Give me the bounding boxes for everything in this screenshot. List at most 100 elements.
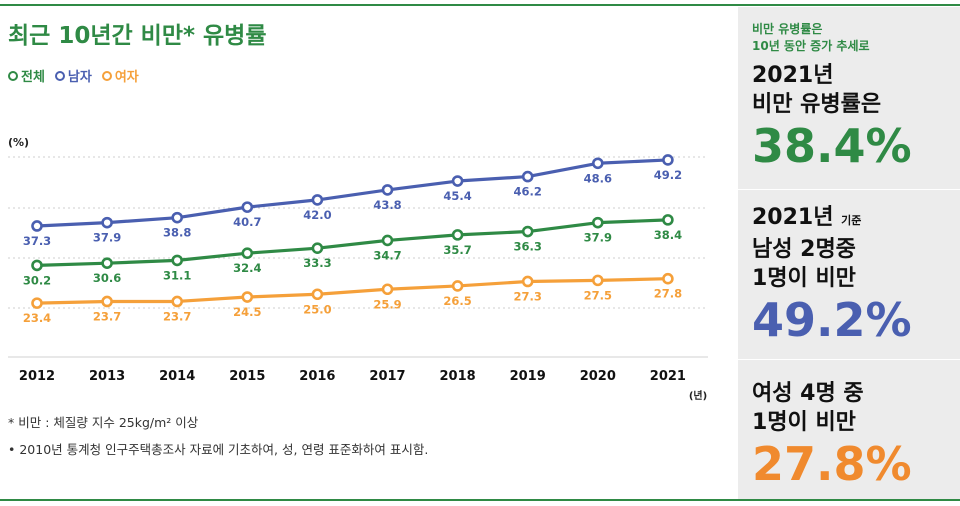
data-point bbox=[101, 216, 113, 229]
data-point bbox=[662, 272, 674, 285]
data-label: 23.7 bbox=[163, 309, 191, 323]
x-unit-label: (년) bbox=[689, 389, 707, 402]
data-point bbox=[311, 242, 324, 254]
legend-item-male: 남자 bbox=[54, 66, 92, 85]
divider bbox=[738, 359, 960, 360]
data-label: 23.4 bbox=[23, 311, 51, 325]
data-label: 30.2 bbox=[23, 273, 51, 287]
data-point bbox=[521, 275, 534, 288]
data-label: 35.7 bbox=[443, 243, 471, 257]
data-point bbox=[171, 295, 183, 308]
data-label: 37.3 bbox=[23, 234, 51, 248]
data-point bbox=[521, 170, 534, 183]
top-rule bbox=[0, 4, 960, 6]
data-point bbox=[381, 283, 394, 296]
data-point bbox=[662, 154, 674, 166]
summary-total-sub1: 비만 유병률은 bbox=[752, 22, 823, 36]
data-label: 38.8 bbox=[163, 226, 191, 240]
summary-total-value: 38.4% bbox=[752, 119, 912, 173]
data-label: 37.9 bbox=[584, 231, 612, 245]
summary-male-head2: 남성 2명중 bbox=[752, 237, 856, 262]
data-label: 25.9 bbox=[373, 297, 401, 311]
data-point bbox=[311, 288, 324, 301]
legend-item-total: 전체 bbox=[8, 66, 45, 85]
legend-marker-icon bbox=[101, 70, 112, 81]
summary-male-tag: 기준 bbox=[841, 214, 862, 227]
data-point bbox=[451, 229, 464, 241]
note-definition: * 비만 : 체질량 지수 25kg/m² 이상 bbox=[8, 415, 199, 430]
data-point bbox=[521, 225, 534, 238]
summary-total: 비만 유병률은 10년 동안 증가 추세로 2021년 비만 유병률은 38.4… bbox=[752, 21, 912, 173]
data-point bbox=[381, 184, 394, 196]
data-point bbox=[171, 211, 183, 224]
data-label: 33.3 bbox=[303, 256, 331, 270]
data-point bbox=[101, 295, 113, 308]
series-line bbox=[36, 277, 668, 305]
data-label: 30.6 bbox=[93, 271, 121, 285]
summary-male-year: 2021년 bbox=[752, 205, 834, 230]
series-line bbox=[36, 218, 668, 267]
data-point bbox=[31, 220, 43, 232]
data-point bbox=[241, 201, 254, 213]
data-label: 27.8 bbox=[654, 287, 682, 301]
legend-marker-icon bbox=[54, 70, 65, 81]
note-method: • 2010년 통계청 인구주택총조사 자료에 기초하여, 성, 연령 표준화하… bbox=[8, 442, 429, 457]
data-point bbox=[381, 234, 394, 247]
data-label: 23.7 bbox=[93, 309, 121, 323]
summary-female-head2: 1명이 비만 bbox=[752, 410, 856, 435]
summary-total-head1: 2021년 bbox=[752, 63, 834, 88]
series-line bbox=[36, 158, 668, 228]
bottom-rule bbox=[0, 499, 960, 501]
data-point bbox=[241, 291, 254, 303]
data-point bbox=[311, 194, 324, 206]
legend-label-female: 여자 bbox=[114, 70, 139, 85]
data-label: 32.4 bbox=[233, 261, 261, 275]
data-point bbox=[171, 254, 183, 267]
legend-label-total: 전체 bbox=[21, 70, 45, 85]
summary-male-head1: 2021년 기준 bbox=[752, 203, 912, 235]
x-tick-label: 2018 bbox=[440, 369, 476, 384]
legend-item-female: 여자 bbox=[101, 66, 139, 85]
data-label: 38.4 bbox=[654, 228, 682, 242]
data-label: 43.8 bbox=[373, 198, 401, 212]
summary-female-head1: 여성 4명 중 bbox=[752, 381, 864, 406]
y-unit-label: (%) bbox=[8, 136, 29, 149]
data-label: 27.5 bbox=[584, 288, 612, 302]
data-point bbox=[451, 175, 464, 187]
summary-total-sub2: 10년 동안 증가 추세로 bbox=[752, 39, 870, 53]
legend: 전체 남자 여자 bbox=[8, 66, 139, 85]
data-label: 36.3 bbox=[514, 240, 542, 254]
chart-title: 최근 10년간 비만* 유병률 bbox=[8, 23, 267, 49]
data-point bbox=[241, 247, 254, 259]
data-label: 25.0 bbox=[303, 302, 331, 316]
summary-total-head2: 비만 유병률은 bbox=[752, 92, 882, 117]
data-label: 46.2 bbox=[514, 185, 542, 199]
data-label: 40.7 bbox=[233, 215, 261, 229]
summary-female: 여성 4명 중 1명이 비만 27.8% bbox=[752, 379, 912, 491]
data-point bbox=[591, 274, 604, 287]
line-chart: (%) 2012 2013 2014 2015 2016 2017 2018 2019 2020 2… bbox=[8, 136, 708, 402]
data-point bbox=[31, 259, 43, 272]
data-point bbox=[662, 214, 674, 226]
summary-sidebar: 비만 유병률은 10년 동안 증가 추세로 2021년 비만 유병률은 38.4… bbox=[738, 7, 960, 499]
data-label: 42.0 bbox=[303, 208, 331, 222]
data-label: 24.5 bbox=[233, 305, 261, 319]
legend-marker-icon bbox=[8, 70, 18, 81]
data-label: 48.6 bbox=[584, 171, 612, 185]
data-point bbox=[101, 257, 113, 269]
x-tick-label: 2019 bbox=[510, 369, 546, 384]
data-label: 37.9 bbox=[93, 231, 121, 245]
data-point bbox=[591, 216, 604, 229]
x-tick-label: 2012 bbox=[19, 369, 55, 384]
summary-male: 2021년 기준 남성 2명중 1명이 비만 49.2% bbox=[752, 203, 912, 347]
x-tick-label: 2013 bbox=[89, 369, 125, 384]
data-point bbox=[451, 280, 464, 292]
data-label: 45.4 bbox=[443, 189, 471, 203]
data-label: 26.5 bbox=[443, 294, 471, 308]
legend-label-male: 남자 bbox=[67, 70, 92, 85]
x-tick-label: 2016 bbox=[299, 369, 335, 384]
data-point bbox=[31, 297, 43, 309]
summary-male-value: 49.2% bbox=[752, 293, 912, 347]
x-tick-label: 2014 bbox=[159, 369, 195, 384]
x-tick-label: 2015 bbox=[229, 369, 265, 384]
